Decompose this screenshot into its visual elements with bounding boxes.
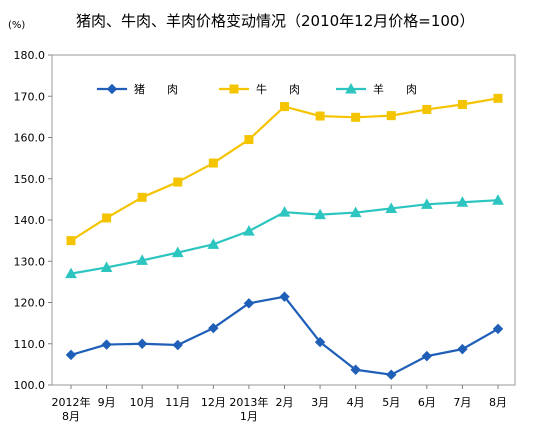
data-point [456,196,469,207]
data-point [173,177,183,187]
data-point [351,112,361,122]
y-tick-label: 180.0 [14,49,46,62]
data-point [420,198,433,209]
data-point [492,194,504,205]
legend-item: 猪 肉 [97,83,178,96]
data-point [102,213,112,223]
x-tick-label: 5月 [382,396,400,409]
y-tick-label: 150.0 [14,173,46,186]
data-point [208,322,219,334]
data-point [207,238,220,249]
data-point [279,291,290,302]
x-tick-label: 10月 [130,396,155,409]
data-point [422,104,432,114]
x-tick-label: 8月 [62,410,80,423]
series-group [65,93,504,380]
x-tick-label: 12月 [201,396,226,409]
y-unit-label: (%) [8,20,25,31]
x-tick-label: 1月 [240,410,258,423]
y-tick-label: 140.0 [14,214,46,227]
data-point [350,364,361,375]
legend-label: 牛 肉 [256,82,300,96]
data-point [244,135,254,145]
series-0 [65,291,504,380]
x-tick-label: 11月 [165,396,190,409]
data-point [315,111,325,121]
legend-swatch-marker [229,84,239,94]
legend: 猪 肉牛 肉羊 肉 [97,82,417,96]
data-point [136,338,148,349]
data-point [314,208,326,220]
y-tick-label: 100.0 [14,379,46,392]
x-tick-label: 8月 [489,396,507,409]
chart-title: 猪肉、牛肉、羊肉价格变动情况（2010年12月价格=100） [76,12,474,30]
data-point [421,350,433,362]
data-point [136,254,149,265]
x-tick-label: 9月 [98,396,116,409]
data-point [492,323,504,335]
x-tick-label: 4月 [347,396,365,409]
x-tick-label: 2012年 [52,395,91,409]
data-point [493,93,503,103]
data-point [349,206,362,218]
y-axis: 100.0 110.0 120.0 130.0 140.0 150.0 160.0 170.0… [14,49,52,392]
series-1 [66,93,503,246]
y-tick-label: 160.0 [14,132,46,145]
data-point [137,192,147,202]
legend-label: 羊 肉 [373,82,417,96]
x-tick-label: 3月 [311,396,329,409]
data-point [208,158,218,168]
data-point [278,206,291,217]
data-point [66,236,76,246]
data-point [457,343,468,355]
data-point [280,102,289,112]
data-point [100,261,113,272]
legend-swatch-marker [106,83,118,95]
x-tick-label: 2013年 [229,395,268,409]
data-point [65,267,77,279]
legend-label: 猪 肉 [134,83,178,96]
legend-item: 牛 肉 [219,82,300,96]
data-point [171,246,184,258]
data-point [243,225,255,236]
series-2 [65,194,504,279]
y-tick-label: 130.0 [14,255,46,268]
y-tick-label: 120.0 [14,297,46,310]
data-point [101,339,112,350]
data-point [172,339,183,351]
x-tick-label: 7月 [453,396,471,409]
data-point [314,336,326,348]
data-point [457,100,467,109]
legend-swatch-marker [345,82,357,94]
data-point [385,202,398,213]
data-point [65,349,77,361]
y-tick-label: 170.0 [14,90,46,103]
data-point [243,298,255,309]
legend-item: 羊 肉 [336,82,417,96]
x-tick-label: 2月 [276,396,294,409]
y-tick-label: 110.0 [14,338,46,351]
x-tick-label: 6月 [418,396,436,409]
data-point [386,369,397,380]
data-point [386,111,396,121]
